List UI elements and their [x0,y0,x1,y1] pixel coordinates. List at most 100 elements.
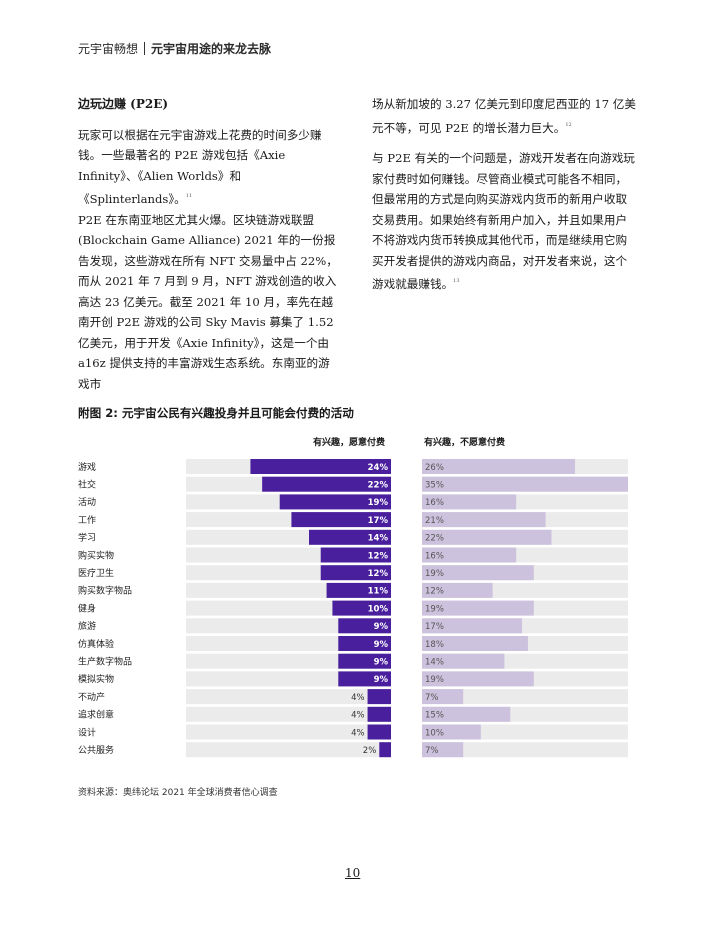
value-label-not-paying: 12% [425,587,444,597]
footnote-11: 11 [185,193,193,199]
value-label-paying: 17% [368,516,389,526]
bar-paying [279,494,391,510]
left-track [186,742,391,758]
bar-not-paying [422,600,534,616]
value-label-paying: 9% [374,675,389,685]
bar-paying [320,547,391,563]
category-label: 游戏 [78,461,96,473]
value-label-not-paying: 19% [425,604,444,614]
bar-not-paying [422,512,546,528]
bar-paying [250,459,391,474]
category-label: 模拟实物 [78,673,114,685]
right-paragraph-1: 场从新加坡的 3.27 亿美元到印度尼西亚的 17 亿美元不等，可见 P2E 的… [372,94,638,138]
value-label-not-paying: 21% [425,516,444,526]
category-label: 购买实物 [78,549,114,561]
value-label-not-paying: 16% [425,498,444,508]
value-label-not-paying: 18% [425,640,444,650]
value-label-paying: 12% [368,569,389,579]
bar-paying [338,671,391,687]
bar-not-paying [422,653,505,669]
bar-paying [338,636,391,651]
bar-not-paying [422,689,464,705]
category-label: 学习 [78,532,96,544]
value-label-not-paying: 22% [425,534,444,544]
value-label-not-paying: 26% [425,463,444,473]
legend-paying: 有兴趣，愿意付费 [313,438,386,448]
bar-not-paying [422,547,517,563]
value-label-not-paying: 35% [425,481,444,491]
right-track [422,742,628,758]
header-divider [144,42,146,55]
category-label: 购买数字物品 [78,585,132,597]
value-label-paying: 11% [368,587,389,597]
value-label-not-paying: 14% [425,658,444,668]
left-paragraph-2: P2E 在东南亚地区尤其火爆。区块链游戏联盟 (Blockchain Game … [78,212,338,391]
right-track [422,689,628,705]
category-label: 医疗卫生 [78,567,114,579]
category-label: 旅游 [78,620,96,632]
value-label-paying: 19% [368,498,389,508]
right-paragraph-1-text: 场从新加坡的 3.27 亿美元到印度尼西亚的 17 亿美元不等，可见 P2E 的… [372,97,636,135]
left-paragraph-1-text: 玩家可以根据在元宇宙游戏上花费的时间多少赚钱。一些最著名的 P2E 游戏包括《A… [78,127,322,207]
bar-paying [262,476,391,492]
value-label-not-paying: 16% [425,551,444,561]
footnote-13: 13 [453,278,460,284]
right-paragraph-2: 与 P2E 有关的一个问题是，游戏开发者在向游戏玩家付费时如何赚钱。尽管商业模式… [372,148,638,295]
bar-paying [338,618,391,634]
bar-not-paying [422,459,576,474]
figure-source: 资料来源：奥纬论坛 2021 年全球消费者信心调查 [78,788,278,798]
page-number: 10 [345,866,361,880]
footnote-12: 12 [565,121,572,128]
left-track [186,689,391,705]
value-label-paying: 14% [368,534,389,544]
bar-paying [367,689,391,705]
left-track [186,724,391,740]
bar-paying [309,529,391,545]
value-label-paying: 9% [374,658,389,668]
bar-not-paying [422,636,528,651]
value-label-paying: 4% [351,728,365,738]
value-label-paying: 2% [363,746,377,756]
bar-paying [326,582,391,598]
value-label-paying: 22% [368,481,389,491]
running-header: 元宇宙畅想 元宇宙用途的来龙去脉 [78,40,271,57]
category-label: 生产数字物品 [78,656,132,668]
bar-paying [291,512,391,528]
bar-not-paying [422,706,511,722]
bar-paying [332,600,391,616]
bar-not-paying [422,582,493,598]
legend-not-paying: 有兴趣，不愿意付费 [424,438,506,448]
value-label-not-paying: 10% [425,728,444,738]
value-label-paying: 4% [351,711,365,721]
value-label-not-paying: 19% [425,675,444,685]
right-paragraph-2-text: 与 P2E 有关的一个问题是，游戏开发者在向游戏玩家付费时如何赚钱。尽管商业模式… [372,151,635,291]
category-label: 社交 [78,479,96,491]
bar-paying [320,565,391,581]
value-label-not-paying: 17% [425,622,444,632]
value-label-paying: 12% [368,551,389,561]
value-label-not-paying: 7% [425,746,439,756]
category-label: 不动产 [78,691,105,703]
category-label: 设计 [78,726,96,738]
bar-paying [367,706,391,722]
value-label-not-paying: 19% [425,569,444,579]
bar-paying [367,724,391,740]
category-label: 追求创意 [78,709,114,721]
section-title: 边玩边赚 (P2E) [78,97,169,111]
bar-paying [379,742,391,758]
bar-not-paying [422,671,534,687]
value-label-paying: 10% [368,604,389,614]
category-label: 健身 [78,602,96,614]
figure-title: 附图 2: 元宇宙公民有兴趣投身并且可能会付费的活动 [78,406,354,420]
right-text-column: 场从新加坡的 3.27 亿美元到印度尼西亚的 17 亿美元不等，可见 P2E 的… [372,94,638,295]
bar-not-paying [422,529,552,545]
value-label-paying: 4% [351,693,365,703]
category-label: 工作 [78,514,96,526]
category-label: 公共服务 [78,744,114,756]
value-label-not-paying: 7% [425,693,439,703]
category-label: 仿真体验 [78,638,114,650]
value-label-paying: 9% [374,622,389,632]
bar-not-paying [422,618,523,634]
bar-not-paying [422,476,628,492]
